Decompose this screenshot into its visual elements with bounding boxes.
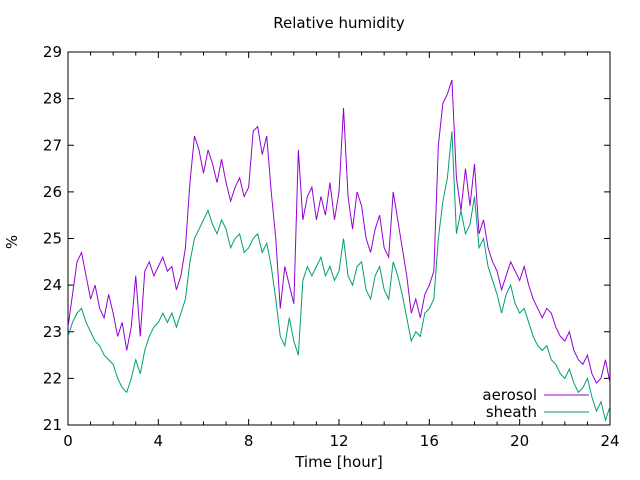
x-tick-label: 8: [244, 432, 254, 450]
series-sheath-line: [67, 131, 611, 423]
y-tick-label: 24: [43, 276, 62, 294]
x-tick-label: 0: [63, 432, 73, 450]
y-axis-ticks: [68, 51, 610, 426]
y-tick-label: 27: [43, 136, 62, 154]
x-tick-label: 24: [600, 432, 619, 450]
legend: aerosol sheath: [482, 386, 589, 421]
y-tick-label: 22: [43, 369, 62, 387]
x-tick-label: 4: [154, 432, 164, 450]
x-tick-label: 12: [329, 432, 348, 450]
legend-label-sheath: sheath: [486, 403, 537, 421]
x-tick-label: 20: [510, 432, 529, 450]
y-tick-label: 25: [43, 230, 62, 248]
plot-border: [67, 51, 611, 426]
chart-title: Relative humidity: [273, 14, 405, 32]
y-axis-tick-labels: 21 22 23 24 25 26 27 28 29: [43, 43, 62, 434]
x-axis-label: Time [hour]: [294, 453, 383, 471]
y-tick-label: 23: [43, 323, 62, 341]
x-axis-ticks: [67, 52, 611, 425]
y-tick-label: 29: [43, 43, 62, 61]
y-tick-label: 21: [43, 416, 62, 434]
legend-label-aerosol: aerosol: [482, 386, 537, 404]
series-aerosol-line: [67, 79, 611, 384]
y-tick-label: 28: [43, 90, 62, 108]
x-tick-label: 16: [420, 432, 439, 450]
y-axis-label: %: [3, 235, 21, 249]
y-tick-label: 26: [43, 183, 62, 201]
x-axis-tick-labels: 0 4 8 12 16 20 24: [63, 432, 619, 450]
series-lines: [67, 79, 611, 423]
